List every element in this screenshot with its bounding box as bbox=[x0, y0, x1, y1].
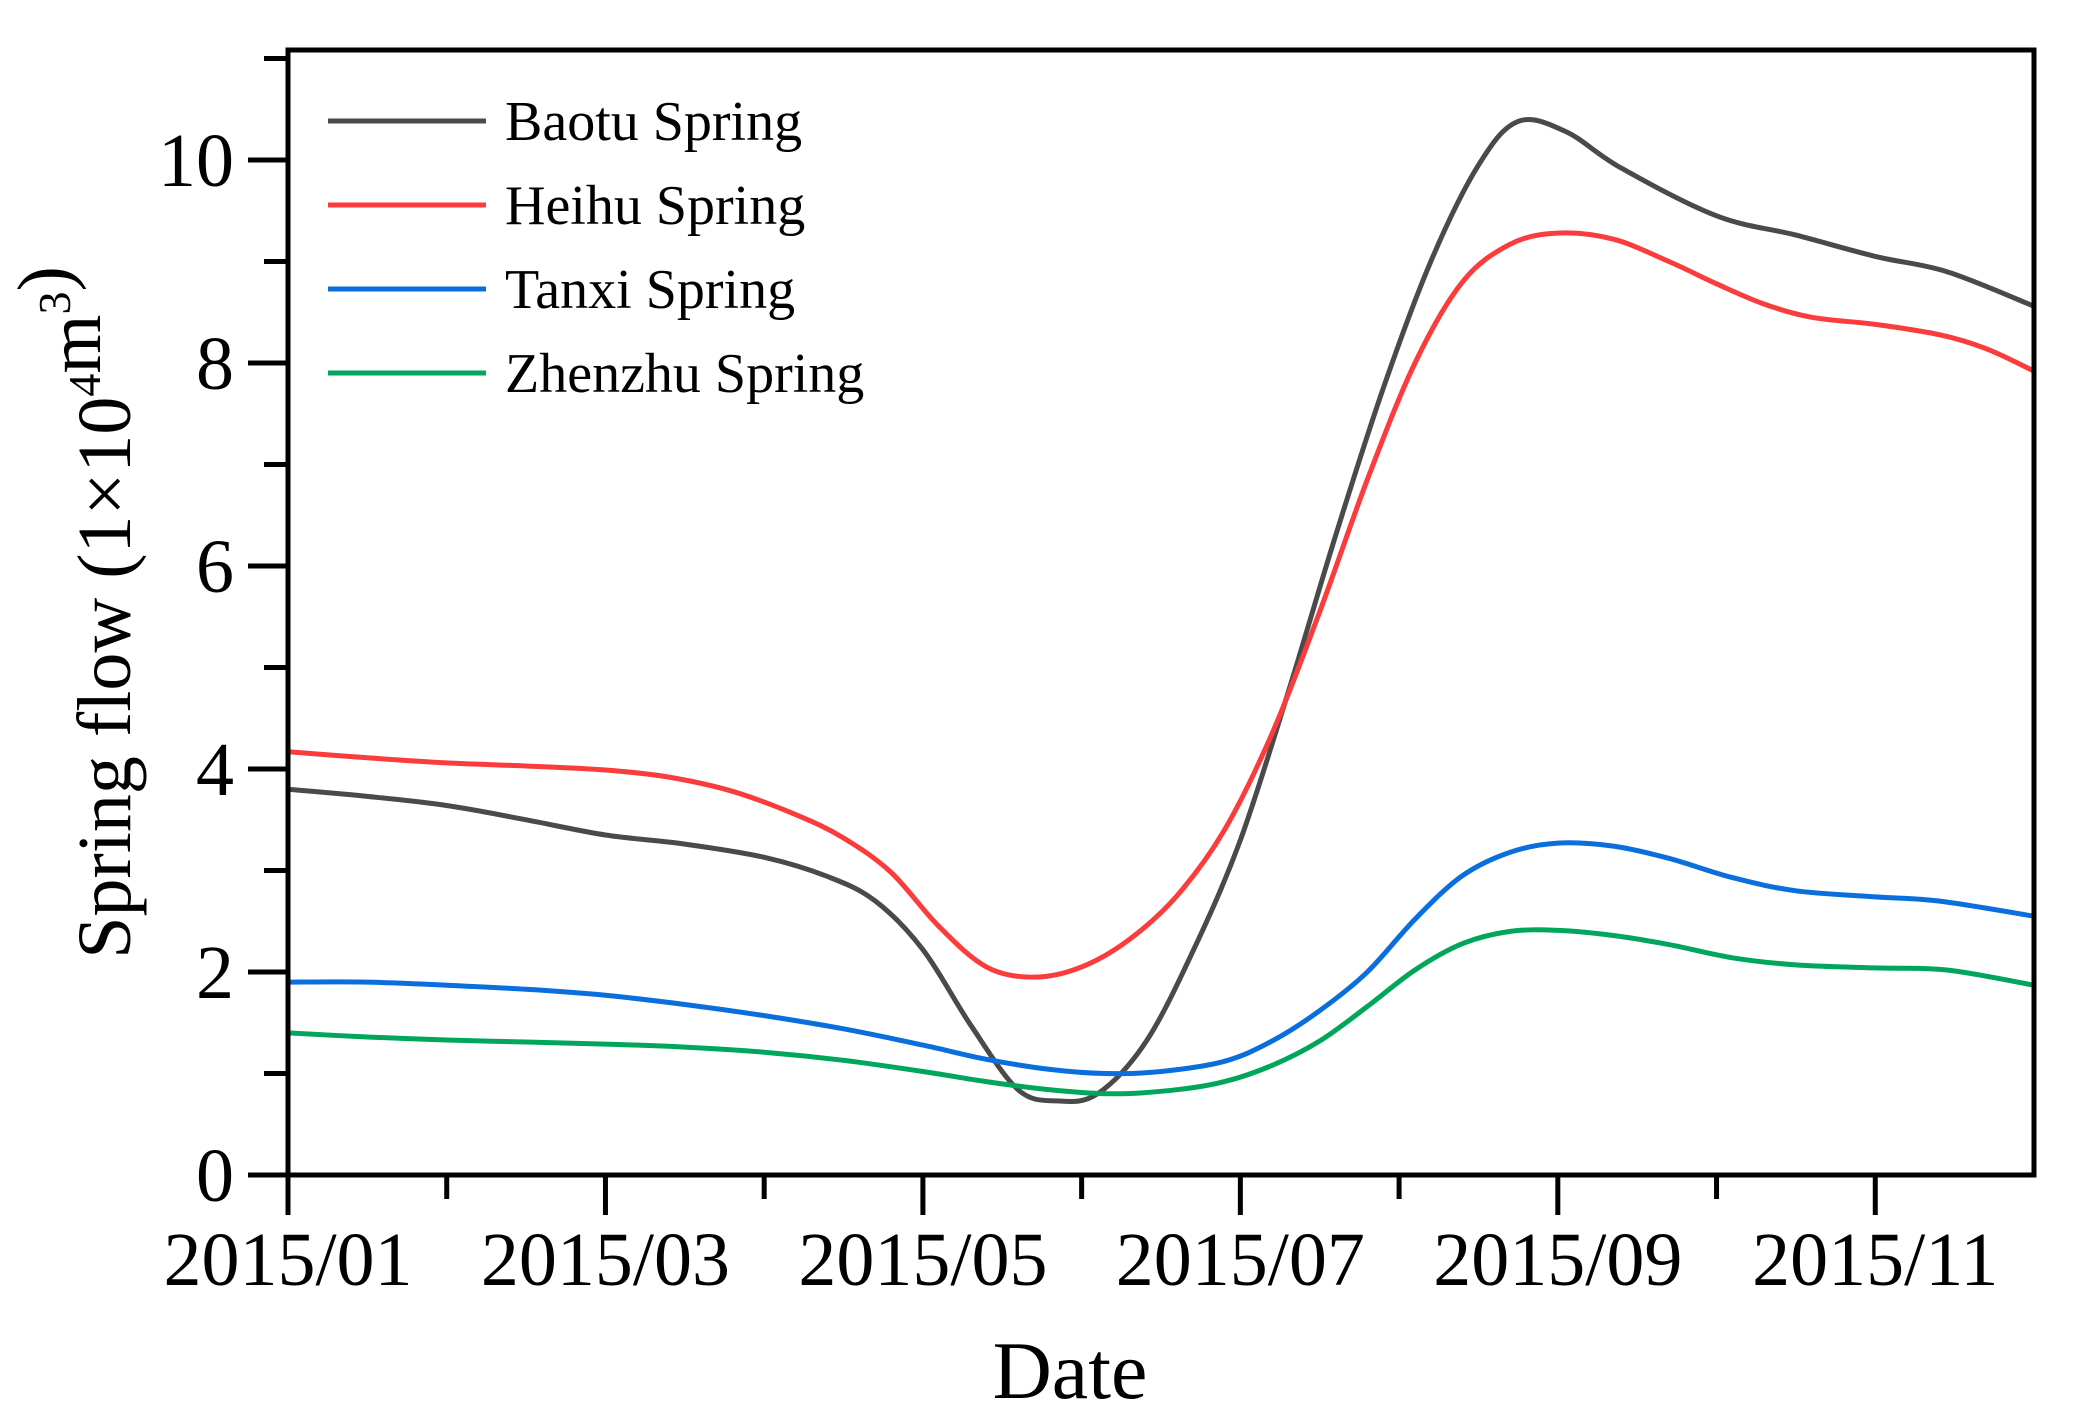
series-line-baotu-spring bbox=[288, 117, 2034, 1104]
legend-label-zhenzhu-spring: Zhenzhu Spring bbox=[505, 343, 864, 405]
series-line-zhenzhu-spring bbox=[288, 927, 2034, 1097]
y-tick-label: 10 bbox=[158, 119, 234, 203]
x-tick-label: 2015/05 bbox=[798, 1218, 1047, 1302]
y-tick-label: 0 bbox=[196, 1134, 234, 1218]
plot-frame bbox=[285, 47, 2037, 1178]
y-tick-label: 6 bbox=[196, 525, 234, 609]
series-line-heihu-spring bbox=[288, 230, 2034, 980]
y-tick-label: 4 bbox=[196, 728, 234, 812]
x-tick-label: 2015/01 bbox=[163, 1218, 412, 1302]
y-axis-title: Spring flow (1×104m3) bbox=[3, 266, 147, 959]
legend-label-baotu-spring: Baotu Spring bbox=[505, 91, 802, 153]
y-tick-label: 8 bbox=[196, 322, 234, 406]
series-line-tanxi-spring bbox=[288, 840, 2034, 1077]
x-tick-label: 2015/07 bbox=[1116, 1218, 1365, 1302]
x-axis-title: Date bbox=[993, 1325, 1148, 1416]
x-tick-label: 2015/03 bbox=[481, 1218, 730, 1302]
legend-label-tanxi-spring: Tanxi Spring bbox=[505, 259, 795, 321]
y-tick-label: 2 bbox=[196, 931, 234, 1015]
legend-label-heihu-spring: Heihu Spring bbox=[505, 175, 805, 237]
x-tick-label: 2015/09 bbox=[1433, 1218, 1682, 1302]
x-tick-label: 2015/11 bbox=[1752, 1218, 1998, 1302]
